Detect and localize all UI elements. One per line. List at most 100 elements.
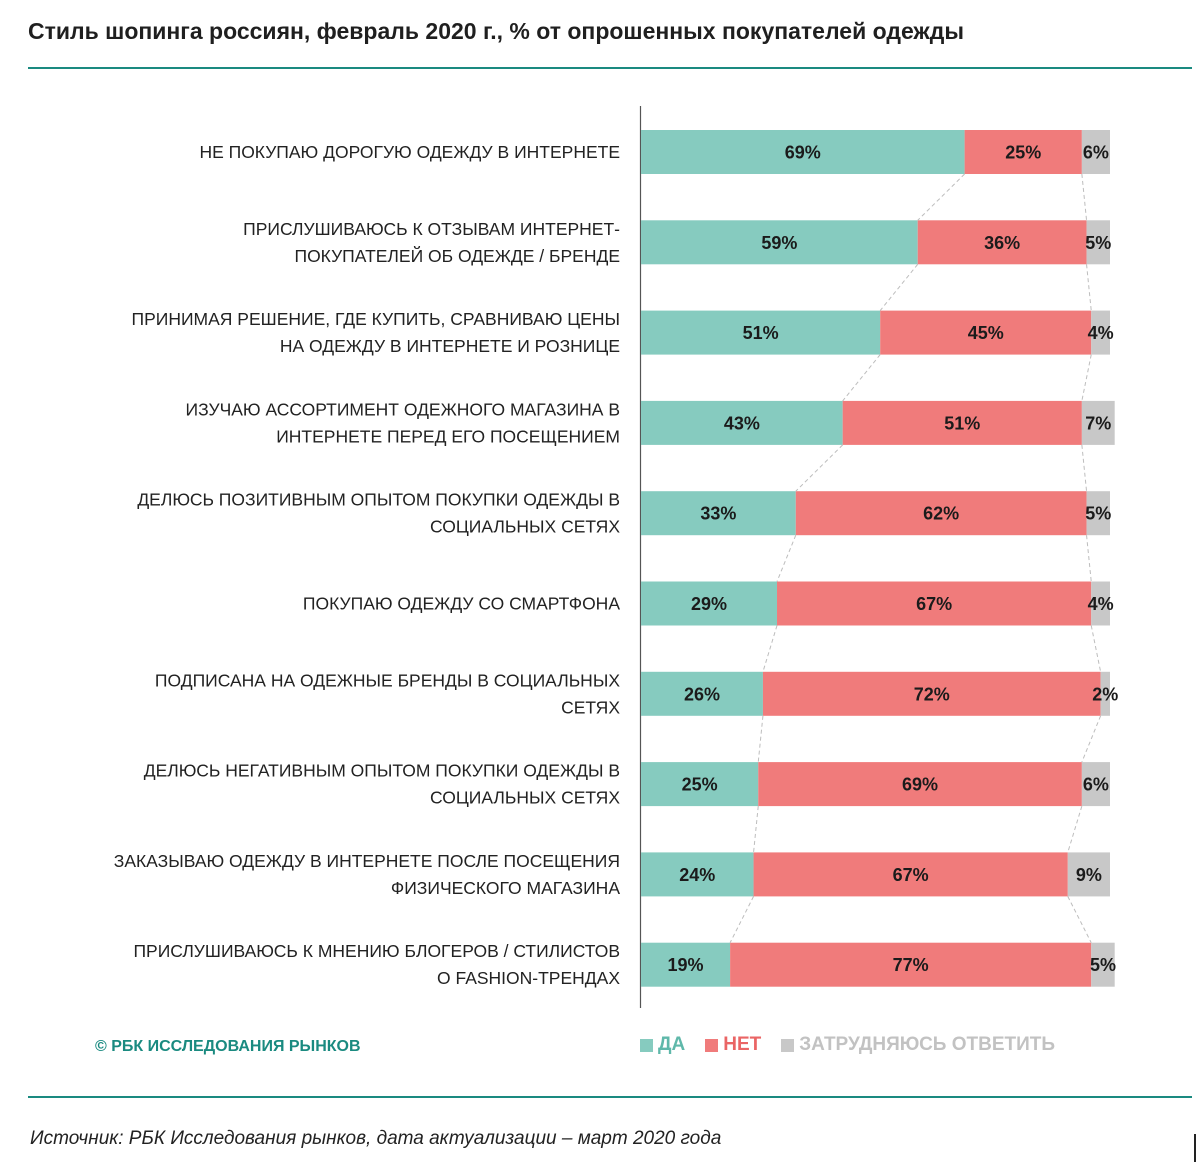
- value-label-yes: 19%: [668, 955, 704, 975]
- bar-no: [753, 852, 1068, 897]
- value-label-yes: 69%: [785, 143, 821, 163]
- connector-line: [795, 444, 844, 492]
- category-label: НЕ ПОКУПАЮ ДОРОГУЮ ОДЕЖДУ В ИНТЕРНЕТЕ: [199, 142, 620, 162]
- bar-yes: [641, 942, 731, 987]
- bar-yes: [641, 671, 763, 716]
- connector-line: [753, 806, 759, 853]
- legend-item-yes: ДА: [640, 1034, 685, 1056]
- bar-unsure: [1086, 220, 1110, 265]
- bar-yes: [641, 310, 881, 355]
- bar-no: [730, 942, 1092, 987]
- value-label-no: 77%: [893, 955, 929, 975]
- connector-line: [1081, 173, 1088, 221]
- connector-line: [1081, 444, 1088, 492]
- value-label-yes: 33%: [700, 504, 736, 524]
- value-label-unsure: 9%: [1076, 865, 1102, 885]
- bar-no: [917, 220, 1087, 265]
- connector-line: [842, 354, 881, 402]
- bar-unsure: [1081, 400, 1115, 445]
- bar-no: [777, 581, 1092, 626]
- chart-title: Стиль шопинга россиян, февраль 2020 г., …: [28, 18, 964, 44]
- bar-yes: [641, 491, 796, 536]
- category-label: ПРИСЛУШИВАЮСЬ К ОТЗЫВАМ ИНТЕРНЕТ-ПОКУПАТ…: [243, 219, 620, 266]
- value-label-no: 67%: [916, 594, 952, 614]
- bar-unsure: [1081, 130, 1110, 174]
- corner-mark: [1194, 1134, 1196, 1162]
- connector-line: [1067, 896, 1092, 943]
- copyright-label: © РБК ИССЛЕДОВАНИЯ РЫНКОВ: [95, 1038, 361, 1055]
- connector-line: [1086, 535, 1092, 582]
- value-label-no: 45%: [968, 323, 1004, 343]
- value-label-unsure: 5%: [1085, 233, 1111, 253]
- connector-line: [1067, 805, 1083, 853]
- bar-yes: [641, 852, 754, 897]
- category-label: ПОКУПАЮ ОДЕЖДУ СО СМАРТФОНА: [303, 594, 620, 614]
- bar-no: [964, 130, 1082, 174]
- bar-unsure: [1100, 671, 1110, 716]
- value-label-unsure: 4%: [1088, 594, 1114, 614]
- value-label-no: 67%: [893, 865, 929, 885]
- bar-yes: [641, 400, 843, 445]
- value-label-no: 25%: [1005, 143, 1041, 163]
- value-label-unsure: 4%: [1088, 323, 1114, 343]
- bar-unsure: [1067, 852, 1110, 897]
- connector-line: [729, 896, 755, 943]
- connector-line: [776, 535, 797, 582]
- bar-no: [795, 491, 1087, 536]
- connector-line: [757, 715, 764, 763]
- value-label-yes: 59%: [761, 233, 797, 253]
- connector-line: [1090, 625, 1102, 672]
- legend-label-no: НЕТ: [723, 1034, 762, 1055]
- connector-line: [917, 173, 965, 221]
- bar-unsure: [1086, 491, 1110, 536]
- bar-unsure: [1091, 310, 1110, 355]
- category-label: ПРИСЛУШИВАЮСЬ К МНЕНИЮ БЛОГЕРОВ / СТИЛИС…: [133, 941, 620, 988]
- bar-yes: [641, 762, 759, 807]
- connector-line: [879, 263, 919, 311]
- value-label-unsure: 7%: [1085, 413, 1111, 433]
- category-label: ПРИНИМАЯ РЕШЕНИЕ, ГДЕ КУПИТЬ, СРАВНИВАЮ …: [132, 309, 620, 356]
- value-label-unsure: 2%: [1092, 684, 1118, 704]
- bar-no: [762, 671, 1101, 716]
- value-label-no: 69%: [902, 775, 938, 795]
- legend-item-unsure: ЗАТРУДНЯЮСЬ ОТВЕТИТЬ: [781, 1034, 1055, 1056]
- value-label-yes: 24%: [679, 865, 715, 885]
- bar-no: [880, 310, 1092, 355]
- value-label-unsure: 6%: [1083, 775, 1109, 795]
- connector-line: [1086, 264, 1092, 311]
- legend-swatch-no: [705, 1038, 719, 1052]
- bar-yes: [641, 130, 965, 174]
- value-label-no: 36%: [984, 233, 1020, 253]
- chart-legend: ДА НЕТ ЗАТРУДНЯЮСЬ ОТВЕТИТЬ: [640, 1034, 1055, 1056]
- connector-line: [1081, 354, 1092, 401]
- value-label-no: 72%: [914, 684, 950, 704]
- legend-label-unsure: ЗАТРУДНЯЮСЬ ОТВЕТИТЬ: [799, 1034, 1056, 1055]
- category-label: ЗАКАЗЫВАЮ ОДЕЖДУ В ИНТЕРНЕТЕ ПОСЛЕ ПОСЕЩ…: [114, 851, 621, 898]
- connector-line: [1081, 715, 1102, 763]
- bar-yes: [641, 220, 918, 265]
- legend-item-no: НЕТ: [705, 1034, 761, 1056]
- bar-unsure: [1091, 942, 1115, 987]
- bottom-divider: [28, 1096, 1192, 1098]
- value-label-yes: 51%: [743, 323, 779, 343]
- legend-label-yes: ДА: [658, 1034, 686, 1055]
- bar-no: [842, 400, 1082, 445]
- value-label-unsure: 5%: [1090, 955, 1116, 975]
- legend-swatch-yes: [640, 1038, 653, 1052]
- value-label-yes: 25%: [682, 775, 718, 795]
- value-label-unsure: 5%: [1085, 504, 1111, 524]
- source-note: Источник: РБК Исследования рынков, дата …: [30, 1128, 722, 1149]
- value-label-yes: 29%: [691, 594, 727, 614]
- value-label-yes: 43%: [724, 413, 760, 433]
- legend-swatch-unsure: [781, 1038, 795, 1052]
- bar-unsure: [1091, 581, 1110, 626]
- bar-no: [758, 762, 1082, 807]
- bar-yes: [641, 581, 778, 626]
- value-label-no: 51%: [944, 413, 980, 433]
- value-label-yes: 26%: [684, 684, 720, 704]
- category-label: ПОДПИСАНА НА ОДЕЖНЫЕ БРЕНДЫ В СОЦИАЛЬНЫХ…: [155, 670, 620, 717]
- category-label: ДЕЛЮСЬ ПОЗИТИВНЫМ ОПЫТОМ ПОКУПКИ ОДЕЖДЫ …: [137, 490, 620, 537]
- connector-line: [762, 625, 778, 672]
- category-label: ДЕЛЮСЬ НЕГАТИВНЫМ ОПЫТОМ ПОКУПКИ ОДЕЖДЫ …: [144, 761, 621, 808]
